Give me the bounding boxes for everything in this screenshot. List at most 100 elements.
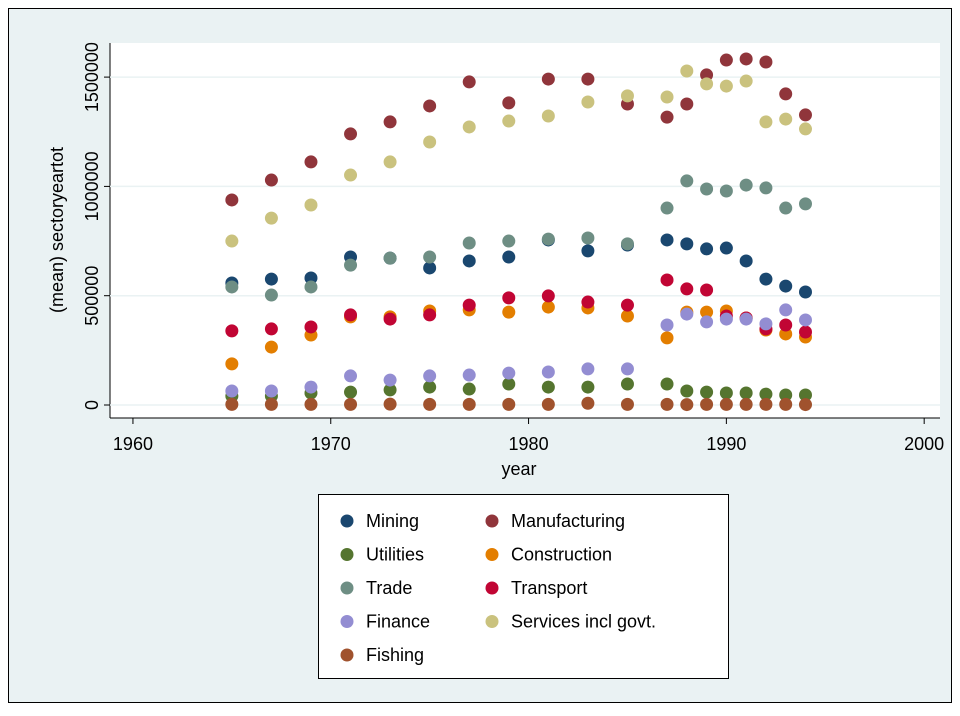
point xyxy=(620,377,634,391)
point xyxy=(739,52,753,66)
point xyxy=(700,68,714,82)
legend-marker xyxy=(485,615,499,628)
point xyxy=(719,79,733,93)
point xyxy=(383,312,397,326)
point xyxy=(620,89,634,103)
point xyxy=(462,236,476,250)
point xyxy=(581,95,595,109)
point xyxy=(581,295,595,309)
point xyxy=(502,234,516,248)
point xyxy=(541,300,555,314)
point xyxy=(304,155,318,169)
x-axis-label: year xyxy=(501,459,536,479)
point xyxy=(779,327,793,341)
point xyxy=(581,231,595,245)
point xyxy=(660,233,674,247)
point xyxy=(739,386,753,400)
point xyxy=(462,382,476,396)
point xyxy=(383,383,397,397)
point xyxy=(423,261,437,275)
point xyxy=(581,362,595,376)
point xyxy=(700,242,714,256)
point xyxy=(541,72,555,86)
point xyxy=(541,397,555,411)
point xyxy=(344,397,358,411)
point xyxy=(719,184,733,198)
point xyxy=(225,234,239,248)
point xyxy=(502,114,516,128)
point xyxy=(383,115,397,129)
point xyxy=(264,272,278,286)
point xyxy=(462,254,476,268)
point xyxy=(680,282,694,296)
legend-label: Trade xyxy=(366,578,412,598)
point xyxy=(502,366,516,380)
point xyxy=(719,312,733,326)
legend-label: Fishing xyxy=(366,645,424,665)
point xyxy=(680,64,694,78)
y-axis-label: (mean) sectoryeartot xyxy=(47,147,67,313)
x-tick-label: 1970 xyxy=(311,434,351,454)
point xyxy=(344,369,358,383)
point xyxy=(739,178,753,192)
legend-label: Utilities xyxy=(366,544,424,564)
point xyxy=(719,241,733,255)
point xyxy=(759,387,773,401)
x-tick-label: 2000 xyxy=(904,434,944,454)
point xyxy=(759,115,773,129)
point xyxy=(700,315,714,329)
point xyxy=(660,90,674,104)
point xyxy=(739,397,753,411)
point xyxy=(759,55,773,69)
y-tick-label: 1500000 xyxy=(82,42,102,112)
point xyxy=(620,397,634,411)
point xyxy=(304,198,318,212)
point xyxy=(779,303,793,317)
point xyxy=(225,324,239,338)
point xyxy=(423,369,437,383)
point xyxy=(581,380,595,394)
point xyxy=(462,298,476,312)
point xyxy=(660,377,674,391)
y-tick-label: 1000000 xyxy=(82,151,102,221)
point xyxy=(462,75,476,89)
point xyxy=(798,197,812,211)
point xyxy=(264,211,278,225)
legend-label: Construction xyxy=(511,544,612,564)
point xyxy=(383,155,397,169)
point xyxy=(383,251,397,265)
point xyxy=(620,362,634,376)
point xyxy=(779,201,793,215)
point xyxy=(680,398,694,412)
point xyxy=(581,396,595,410)
point xyxy=(779,397,793,411)
point xyxy=(264,173,278,187)
point xyxy=(541,232,555,246)
legend xyxy=(318,494,729,679)
x-tick-label: 1960 xyxy=(113,434,153,454)
point xyxy=(700,283,714,297)
point xyxy=(264,340,278,354)
point xyxy=(719,397,733,411)
point xyxy=(779,112,793,126)
point xyxy=(700,182,714,196)
point xyxy=(660,201,674,215)
point xyxy=(462,120,476,134)
point xyxy=(344,308,358,322)
y-tick-label: 500000 xyxy=(82,266,102,326)
legend-label: Services incl govt. xyxy=(511,611,656,631)
legend-label: Transport xyxy=(511,578,587,598)
point xyxy=(383,373,397,387)
point xyxy=(462,397,476,411)
point xyxy=(423,99,437,113)
point xyxy=(502,96,516,110)
point xyxy=(680,384,694,398)
point xyxy=(264,397,278,411)
plot-area xyxy=(110,43,940,418)
point xyxy=(759,317,773,331)
point xyxy=(798,388,812,402)
point xyxy=(680,174,694,188)
point xyxy=(423,397,437,411)
point xyxy=(423,135,437,149)
